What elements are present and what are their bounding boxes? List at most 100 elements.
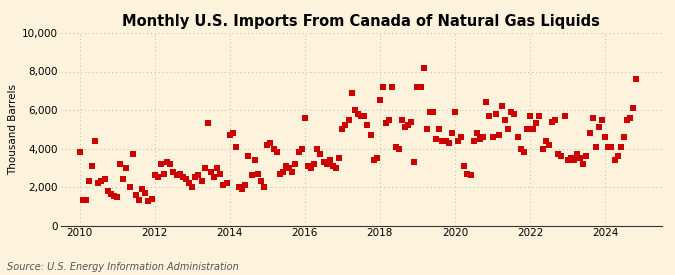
Point xyxy=(315,152,326,156)
Point xyxy=(124,185,135,189)
Point xyxy=(149,173,160,178)
Point xyxy=(478,135,489,139)
Point xyxy=(252,171,263,176)
Point xyxy=(306,166,317,170)
Point xyxy=(618,135,629,139)
Point xyxy=(587,116,598,120)
Point xyxy=(205,169,216,174)
Point xyxy=(259,185,269,189)
Point xyxy=(325,158,335,162)
Point xyxy=(90,139,101,143)
Point xyxy=(431,137,441,141)
Point xyxy=(290,162,301,166)
Point xyxy=(450,110,460,114)
Point xyxy=(111,194,122,199)
Point xyxy=(415,85,426,89)
Point xyxy=(581,154,592,158)
Point xyxy=(568,158,579,162)
Point xyxy=(359,114,370,118)
Point xyxy=(262,142,273,147)
Point xyxy=(155,162,166,166)
Point xyxy=(340,123,351,128)
Point xyxy=(446,131,457,135)
Point xyxy=(99,177,110,182)
Point xyxy=(243,154,254,158)
Point xyxy=(77,198,88,203)
Point xyxy=(377,85,388,89)
Point xyxy=(327,164,338,168)
Point xyxy=(334,156,345,160)
Point xyxy=(321,162,332,166)
Point xyxy=(628,106,639,110)
Point xyxy=(128,152,138,156)
Point xyxy=(134,198,144,203)
Point xyxy=(190,175,200,180)
Text: Source: U.S. Energy Information Administration: Source: U.S. Energy Information Administ… xyxy=(7,262,238,272)
Point xyxy=(475,137,485,141)
Point xyxy=(400,125,410,130)
Point xyxy=(490,112,501,116)
Point xyxy=(528,127,539,131)
Point xyxy=(165,162,176,166)
Point xyxy=(296,146,307,151)
Point xyxy=(603,144,614,149)
Point xyxy=(487,135,498,139)
Point xyxy=(518,150,529,155)
Point xyxy=(234,185,244,189)
Point xyxy=(180,177,191,182)
Point xyxy=(140,191,151,195)
Point xyxy=(593,125,604,130)
Point xyxy=(484,114,495,118)
Point xyxy=(409,160,420,164)
Point xyxy=(468,139,479,143)
Point xyxy=(268,146,279,151)
Point xyxy=(346,90,357,95)
Point xyxy=(597,117,608,122)
Point xyxy=(481,100,491,104)
Point xyxy=(277,169,288,174)
Point xyxy=(396,117,407,122)
Point xyxy=(506,110,517,114)
Point xyxy=(318,160,329,164)
Point xyxy=(453,139,464,143)
Point xyxy=(369,158,379,162)
Point xyxy=(524,114,535,118)
Point xyxy=(425,110,435,114)
Point xyxy=(74,150,85,155)
Point xyxy=(612,154,623,158)
Point xyxy=(390,144,401,149)
Point xyxy=(184,181,194,185)
Point xyxy=(284,166,294,170)
Point xyxy=(584,131,595,135)
Point xyxy=(497,104,508,108)
Point xyxy=(572,152,583,156)
Point xyxy=(566,156,576,160)
Point xyxy=(302,164,313,168)
Point xyxy=(553,152,564,156)
Point xyxy=(356,114,367,118)
Point xyxy=(274,171,285,176)
Point xyxy=(202,121,213,126)
Point xyxy=(193,173,204,178)
Point xyxy=(240,183,251,187)
Point xyxy=(387,85,398,89)
Point xyxy=(543,142,554,147)
Point xyxy=(559,114,570,118)
Point xyxy=(174,171,185,176)
Point xyxy=(362,123,373,128)
Point xyxy=(375,98,385,103)
Point xyxy=(531,121,542,126)
Point xyxy=(616,144,626,149)
Point xyxy=(293,150,304,155)
Point xyxy=(609,158,620,162)
Point xyxy=(337,127,348,131)
Point xyxy=(96,179,107,183)
Point xyxy=(440,139,451,143)
Point xyxy=(86,164,97,168)
Point xyxy=(465,173,476,178)
Point xyxy=(459,164,470,168)
Point xyxy=(221,181,232,185)
Point xyxy=(371,156,382,160)
Point xyxy=(215,171,225,176)
Point xyxy=(231,144,242,149)
